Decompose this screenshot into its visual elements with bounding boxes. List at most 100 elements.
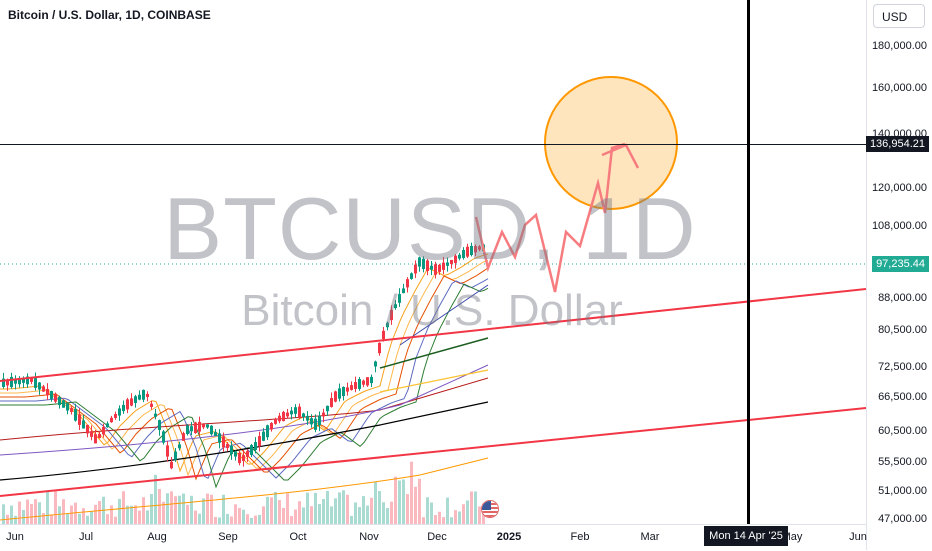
volume-bar — [158, 488, 161, 524]
candle — [330, 398, 333, 407]
price-tick-label: 180,000.00 — [871, 40, 927, 52]
volume-bar — [222, 494, 225, 524]
crosshair-vertical-line — [747, 0, 750, 524]
symbol-title[interactable]: Bitcoin / U.S. Dollar, 1D, COINBASE — [8, 8, 211, 22]
volume-bar — [378, 491, 381, 524]
candle — [70, 408, 73, 412]
volume-bar — [94, 504, 97, 524]
volume-bar — [302, 507, 305, 524]
volume-bar — [398, 480, 401, 524]
volume-bar — [466, 500, 469, 524]
candle — [170, 461, 173, 469]
candle — [166, 445, 169, 457]
chart-pane[interactable]: BTCUSD, 1D Bitcoin / U.S. Dollar Bitcoin… — [0, 0, 866, 524]
target-circle — [544, 76, 678, 210]
candle — [342, 386, 345, 397]
candle — [146, 393, 149, 397]
candle — [462, 250, 465, 258]
price-chart[interactable] — [0, 0, 866, 524]
volume-bar — [90, 511, 93, 524]
price-tick-label: 66,500.00 — [878, 391, 927, 403]
candle — [182, 433, 185, 441]
volume-bar — [350, 515, 353, 524]
volume-bar — [262, 506, 265, 524]
time-tick-label: Oct — [289, 531, 307, 543]
candle — [238, 452, 241, 464]
volume-bar — [422, 517, 425, 524]
candle — [358, 379, 361, 389]
moving-average-line — [0, 278, 489, 480]
time-tick-label: Jun — [6, 531, 24, 543]
volume-bar — [98, 501, 101, 524]
candle — [162, 431, 165, 443]
volume-bar — [134, 505, 137, 524]
volume-bar — [142, 497, 145, 524]
candle — [234, 451, 237, 457]
volume-bar — [130, 505, 133, 524]
currency-button[interactable]: USD — [873, 4, 925, 28]
price-tick-label: 55,500.00 — [878, 456, 927, 468]
candle — [150, 403, 153, 407]
candle — [454, 255, 457, 263]
candle — [22, 378, 25, 383]
volume-bar — [50, 514, 53, 524]
candle — [322, 412, 325, 417]
price-axis[interactable]: USD 180,000.00 160,000.00 140,000.00 120,00… — [865, 0, 932, 550]
candle — [458, 254, 461, 259]
candle — [206, 424, 209, 428]
candle — [142, 389, 145, 400]
volume-bar — [370, 497, 373, 524]
candle — [98, 433, 101, 439]
price-tick-label: 47,000.00 — [878, 513, 927, 525]
price-tick-label: 80,500.00 — [878, 324, 927, 336]
volume-bar — [174, 496, 177, 524]
moving-average-line — [0, 401, 489, 481]
volume-bar — [126, 505, 129, 524]
volume-bar — [190, 495, 193, 524]
volume-bar — [234, 504, 237, 524]
candle — [286, 412, 289, 417]
us-flag-icon[interactable] — [481, 500, 499, 518]
volume-bar — [46, 491, 49, 524]
candle — [310, 418, 313, 425]
volume-bar — [318, 504, 321, 524]
candle — [406, 279, 409, 288]
moving-average-line — [0, 364, 489, 456]
candle — [54, 394, 57, 402]
candle — [450, 259, 453, 265]
candle — [90, 431, 93, 437]
candle — [118, 408, 121, 416]
candle — [270, 423, 273, 430]
moving-average-line — [379, 369, 489, 393]
candle — [338, 388, 341, 399]
volume-bar — [122, 491, 125, 524]
volume-bar — [242, 509, 245, 524]
volume-bar — [146, 510, 149, 524]
volume-bar — [282, 507, 285, 524]
candle — [366, 377, 369, 386]
candle — [42, 386, 45, 392]
candle — [190, 426, 193, 432]
time-tick-label: Nov — [359, 531, 379, 543]
candle — [82, 420, 85, 429]
candle — [78, 414, 81, 425]
candle — [434, 264, 437, 275]
volume-bar — [454, 510, 457, 524]
volume-bar — [42, 513, 45, 524]
candle — [58, 396, 61, 406]
volume-bar — [250, 517, 253, 524]
volume-bar — [230, 516, 233, 524]
time-tick-label: Jun — [849, 531, 867, 543]
candle — [414, 264, 417, 274]
price-tick-label: 51,000.00 — [878, 485, 927, 497]
volume-bar — [62, 499, 65, 524]
volume-bar — [2, 504, 5, 524]
volume-bar — [258, 514, 261, 524]
candle — [438, 264, 441, 272]
time-tick-label: 2025 — [496, 531, 522, 543]
volume-bar — [66, 513, 69, 524]
volume-bar — [70, 505, 73, 524]
time-tick-label: Feb — [570, 531, 590, 543]
name-watermark: Bitcoin / U.S. Dollar — [241, 286, 623, 335]
candle — [194, 422, 197, 434]
